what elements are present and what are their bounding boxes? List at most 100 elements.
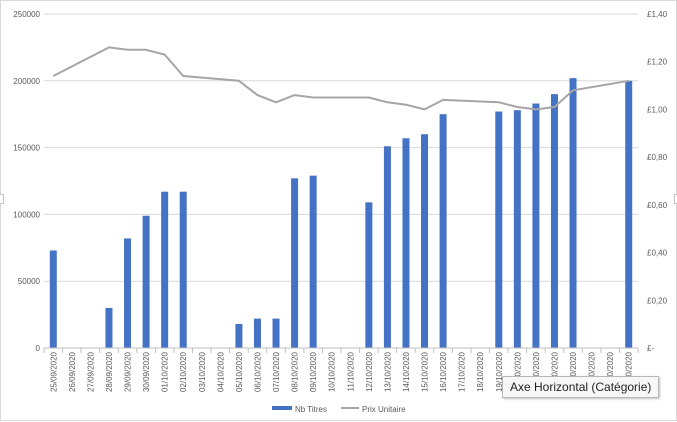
- bar-13-10-2020[interactable]: [383, 146, 391, 348]
- price-point-08-10-2020[interactable]: [293, 94, 295, 96]
- price-point-13-10-2020[interactable]: [386, 101, 388, 103]
- x-tick-label: 09/10/2020: [309, 351, 318, 392]
- left-tick-label: 100000: [13, 210, 40, 219]
- legend-bar-swatch: [272, 406, 292, 410]
- x-tick-label: 01/10/2020: [161, 351, 170, 392]
- bar-30-09-2020[interactable]: [142, 215, 150, 348]
- legend-entry-nb-titres[interactable]: Nb Titres: [272, 405, 327, 414]
- left-tick-label: 0: [36, 344, 41, 353]
- bar-29-09-2020[interactable]: [124, 238, 132, 348]
- legend-entry-prix-unitaire[interactable]: Prix Unitaire: [341, 405, 406, 414]
- x-tick-label: 07/10/2020: [272, 351, 281, 392]
- bar-02-10-2020[interactable]: [179, 191, 187, 348]
- price-point-06-10-2020[interactable]: [256, 94, 258, 96]
- right-tick-label: £0,20: [647, 296, 668, 305]
- x-tick-label: 21/10/2020: [532, 351, 541, 392]
- gridlines: [44, 13, 638, 349]
- price-point-12-10-2020[interactable]: [368, 96, 370, 98]
- price-point-07-10-2020[interactable]: [275, 101, 277, 103]
- x-tick-label: 10/10/2020: [328, 351, 337, 392]
- resize-handle-right[interactable]: [674, 194, 677, 204]
- bar-07-10-2020[interactable]: [272, 318, 280, 348]
- price-point-20-10-2020[interactable]: [516, 106, 518, 108]
- bar-09-10-2020[interactable]: [309, 175, 317, 348]
- price-point-23-10-2020[interactable]: [572, 89, 574, 91]
- left-tick-label: 50000: [18, 277, 41, 286]
- price-point-14-10-2020[interactable]: [405, 103, 407, 105]
- bar-08-10-2020[interactable]: [291, 178, 299, 348]
- price-point-01-10-2020[interactable]: [163, 53, 165, 55]
- price-point-19-10-2020[interactable]: [498, 101, 500, 103]
- left-tick-label: 250000: [13, 10, 40, 19]
- bar-series-nb-titres[interactable]: [49, 78, 633, 349]
- right-tick-label: £1,40: [647, 10, 668, 19]
- price-point-16-10-2020[interactable]: [442, 99, 444, 101]
- bar-22-10-2020[interactable]: [550, 94, 558, 348]
- price-point-29-09-2020[interactable]: [126, 49, 128, 51]
- x-tick-label: 08/10/2020: [291, 351, 300, 392]
- bar-12-10-2020[interactable]: [365, 202, 373, 348]
- right-tick-label: £0,80: [647, 153, 668, 162]
- bar-15-10-2020[interactable]: [421, 134, 429, 348]
- bar-20-10-2020[interactable]: [513, 110, 521, 348]
- price-point-09-10-2020[interactable]: [312, 96, 314, 98]
- horizontal-axis[interactable]: 25/09/2020 26/09/2020 27/09/2020 28/09/2020…: [43, 347, 639, 392]
- x-tick-label: 22/10/2020: [550, 351, 559, 392]
- right-tick-label: £1,00: [647, 105, 668, 114]
- price-point-02-10-2020[interactable]: [182, 75, 184, 77]
- price-point-21-10-2020[interactable]: [535, 108, 537, 110]
- x-tick-label: 30/09/2020: [142, 351, 151, 392]
- x-tick-label: 06/10/2020: [253, 351, 262, 392]
- x-tick-label: 04/10/2020: [216, 351, 225, 392]
- price-point-05-10-2020[interactable]: [238, 80, 240, 82]
- x-tick-label: 26/09/2020: [68, 351, 77, 392]
- axis-tooltip: Axe Horizontal (Catégorie): [502, 376, 660, 398]
- right-tick-label: £0,40: [647, 249, 668, 258]
- legend-label: Prix Unitaire: [362, 405, 406, 414]
- bar-26-10-2020[interactable]: [625, 80, 633, 349]
- bar-16-10-2020[interactable]: [439, 114, 447, 348]
- price-point-28-09-2020[interactable]: [108, 46, 110, 48]
- bar-21-10-2020[interactable]: [532, 103, 540, 349]
- x-tick-label: 23/10/2020: [569, 351, 578, 392]
- x-tick-label: 24/10/2020: [588, 351, 597, 392]
- resize-handle-left[interactable]: [0, 194, 4, 204]
- price-point-22-10-2020[interactable]: [553, 106, 555, 108]
- left-axis[interactable]: 0 50000 100000 150000 200000 250000: [13, 10, 40, 353]
- x-tick-label: 25/09/2020: [49, 351, 58, 392]
- x-tick-label: 19/10/2020: [495, 351, 504, 392]
- x-tick-label: 27/09/2020: [86, 351, 95, 392]
- x-tick-label: 05/10/2020: [235, 351, 244, 392]
- x-tick-label: 25/10/2020: [606, 351, 615, 392]
- bar-14-10-2020[interactable]: [402, 138, 410, 348]
- x-tick-label: 29/09/2020: [124, 351, 133, 392]
- line-series-prix-unitaire[interactable]: [52, 46, 630, 111]
- x-tick-label: 16/10/2020: [439, 351, 448, 392]
- bar-06-10-2020[interactable]: [253, 318, 261, 348]
- bar-28-09-2020[interactable]: [105, 307, 113, 348]
- x-tick-label: 03/10/2020: [198, 351, 207, 392]
- x-tick-label: 02/10/2020: [179, 351, 188, 392]
- price-point-26-10-2020[interactable]: [628, 80, 630, 82]
- x-tick-label: 12/10/2020: [365, 351, 374, 392]
- right-axis[interactable]: £- £0,20 £0,40 £0,60 £0,80 £1,00 £1,20 £1,40: [647, 10, 668, 353]
- x-tick-label: 17/10/2020: [458, 351, 467, 392]
- x-tick-label: 13/10/2020: [383, 351, 392, 392]
- x-tick-label: 20/10/2020: [513, 351, 522, 392]
- bar-01-10-2020[interactable]: [161, 191, 169, 348]
- x-tick-label: 11/10/2020: [346, 351, 355, 391]
- bar-19-10-2020[interactable]: [495, 111, 503, 348]
- price-point-30-09-2020[interactable]: [145, 49, 147, 51]
- price-line[interactable]: [52, 46, 629, 111]
- price-point-15-10-2020[interactable]: [423, 108, 425, 110]
- price-point-25-09-2020[interactable]: [52, 75, 54, 77]
- x-tick-label: 26/10/2020: [625, 351, 634, 392]
- bar-25-09-2020[interactable]: [49, 250, 57, 348]
- right-tick-label: £0,60: [647, 201, 668, 210]
- bar-05-10-2020[interactable]: [235, 323, 243, 348]
- x-tick-label: 15/10/2020: [421, 351, 430, 392]
- bar-23-10-2020[interactable]: [569, 78, 577, 349]
- chart-legend[interactable]: Nb Titres Prix Unitaire: [272, 405, 406, 414]
